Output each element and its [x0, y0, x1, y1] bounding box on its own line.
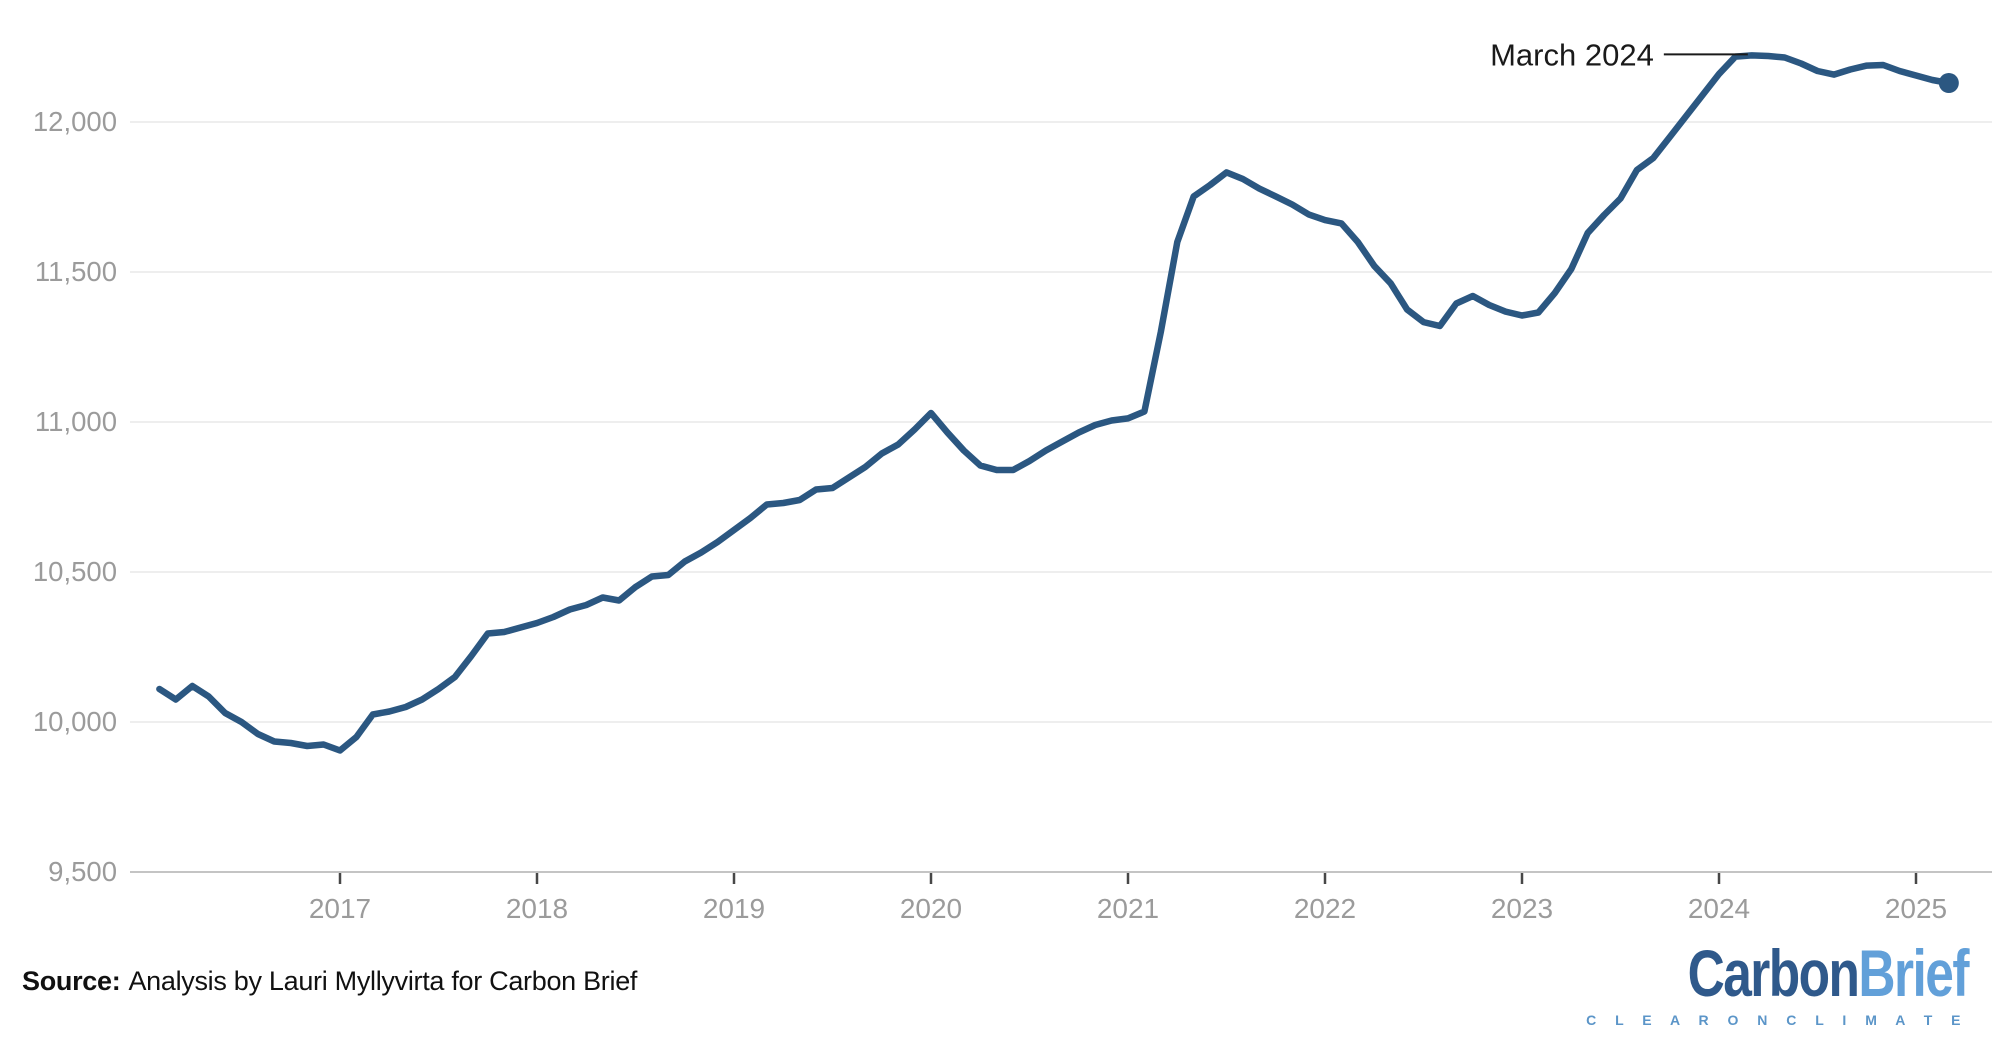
logo-brief: Brief — [1858, 936, 1970, 1010]
x-axis-label: 2025 — [1885, 893, 1947, 924]
y-axis-label: 11,000 — [35, 406, 117, 437]
data-line — [156, 52, 1953, 754]
source-label: Source: — [22, 966, 121, 996]
end-point-dot — [1938, 73, 1959, 93]
y-axis-label: 10,000 — [33, 706, 117, 737]
source-text: Analysis by Lauri Myllyvirta for Carbon … — [128, 966, 638, 996]
x-axis-label: 2024 — [1688, 893, 1750, 924]
x-axis-label: 2022 — [1294, 893, 1356, 924]
x-axis-label: 2017 — [309, 893, 371, 924]
annotation-label: March 2024 — [1490, 37, 1654, 72]
x-axis-label: 2021 — [1097, 893, 1159, 924]
logo-tagline: C L E A R O N C L I M A T E — [1586, 1012, 1968, 1028]
x-axis-label: 2020 — [900, 893, 962, 924]
logo-carbon: Carbon — [1687, 936, 1860, 1010]
source-line: Source: Analysis by Lauri Myllyvirta for … — [22, 966, 637, 997]
logo-wordmark: CarbonBrief — [1670, 940, 1970, 1006]
x-axis-label: 2023 — [1491, 893, 1553, 924]
y-axis-label: 11,500 — [35, 256, 117, 287]
y-axis-label: 10,500 — [33, 556, 117, 587]
x-axis-label: 2018 — [506, 893, 568, 924]
x-axis-label: 2019 — [703, 893, 765, 924]
y-axis-label: 9,500 — [48, 856, 117, 887]
y-axis-label: 12,000 — [33, 106, 117, 137]
carbonbrief-logo: CarbonBrief C L E A R O N C L I M A T E — [1586, 940, 1970, 1028]
chart-footer: Source: Analysis by Lauri Myllyvirta for … — [0, 938, 2000, 1058]
